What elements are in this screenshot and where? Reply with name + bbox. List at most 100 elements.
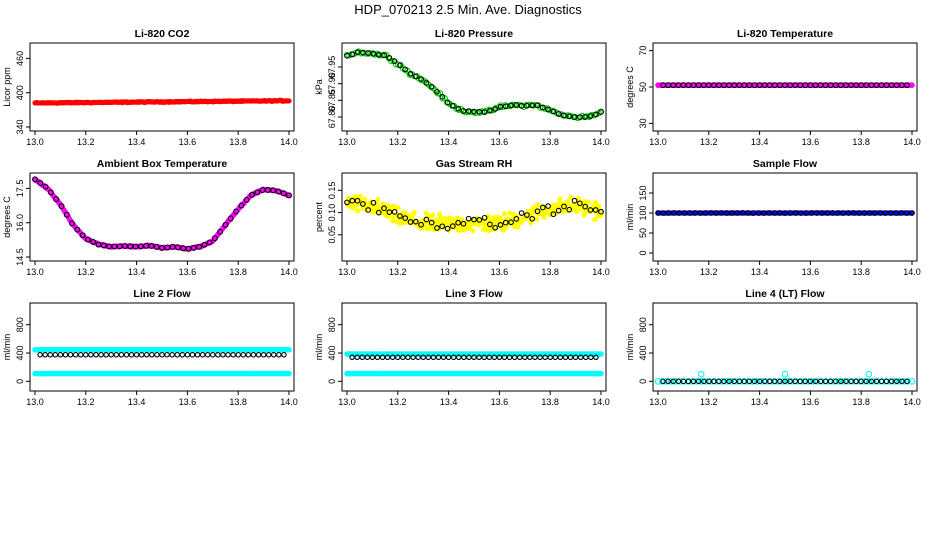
data-point — [370, 199, 377, 206]
data-point — [555, 111, 562, 117]
data-point — [235, 352, 241, 358]
plot-frame — [652, 172, 918, 262]
data-point — [72, 352, 79, 358]
data-point — [381, 205, 387, 212]
data-point — [389, 354, 396, 361]
chart-panel-6: Sample Flow 13.0 13.2 13.4 13.6 13.8 14.0 0 50 10… — [625, 158, 921, 277]
y-axis-label: ml/min — [314, 334, 324, 361]
data-point — [807, 378, 814, 385]
data-point — [360, 49, 366, 56]
data-point — [418, 76, 424, 82]
data-point — [562, 354, 569, 361]
data-point — [726, 378, 732, 385]
x-tick-label: 13.6 — [802, 137, 820, 147]
data-point — [83, 352, 89, 358]
data-point — [711, 378, 717, 385]
data-point — [375, 209, 382, 216]
plot-frame — [341, 172, 607, 262]
data-point — [344, 199, 350, 206]
y-tick-label: 460 — [15, 51, 25, 66]
data-point — [660, 210, 667, 216]
data-point — [375, 51, 382, 58]
data-point — [391, 58, 398, 65]
data-point — [63, 211, 70, 218]
data-point — [779, 377, 787, 385]
y-axis-label: degrees C — [625, 66, 635, 108]
x-tick-label: 13.8 — [541, 397, 559, 407]
x-tick-label: 13.8 — [229, 267, 247, 277]
data-point — [866, 210, 873, 216]
data-point — [903, 82, 910, 89]
series-high-rate-lower — [32, 370, 292, 377]
x-tick-label: 13.0 — [649, 397, 667, 407]
data-point — [706, 378, 712, 385]
data-point — [362, 196, 368, 202]
data-point — [681, 210, 688, 216]
x-tick-label: 13.0 — [338, 397, 356, 407]
data-point — [772, 378, 778, 385]
data-point — [225, 352, 231, 358]
data-point — [118, 352, 125, 358]
series-spikes — [697, 370, 873, 378]
data-point — [675, 378, 682, 385]
data-point — [423, 80, 430, 86]
x-tick-label: 13.8 — [229, 397, 247, 407]
y-axis-label: percent — [314, 201, 324, 232]
data-point — [430, 212, 436, 218]
data-point — [153, 243, 160, 250]
data-point — [412, 73, 419, 80]
data-point — [853, 378, 859, 385]
data-point — [587, 207, 594, 213]
data-point — [260, 352, 267, 358]
chart-title: Li-820 Pressure — [435, 28, 513, 40]
data-point — [527, 354, 533, 361]
data-point — [552, 354, 559, 361]
data-point — [211, 235, 218, 242]
data-point — [481, 214, 488, 221]
data-point — [42, 183, 49, 190]
data-point — [466, 354, 472, 361]
data-point — [787, 378, 793, 385]
data-point — [736, 378, 743, 385]
data-point — [797, 378, 803, 385]
data-point — [437, 211, 443, 218]
data-point — [598, 109, 604, 115]
data-point — [909, 210, 915, 216]
y-axis-label: degrees C — [2, 196, 12, 238]
data-point — [903, 210, 910, 216]
series-2.5-min-ave — [37, 352, 287, 358]
plot-frame — [652, 302, 918, 392]
chart-title: Ambient Box Temperature — [97, 158, 228, 170]
data-point — [190, 244, 197, 251]
data-point — [541, 214, 547, 220]
data-point — [47, 189, 54, 196]
y-tick-label: 14.5 — [15, 248, 25, 266]
data-point — [397, 213, 403, 219]
data-point — [196, 243, 202, 250]
data-point — [838, 378, 844, 385]
data-point — [184, 352, 191, 358]
data-point — [587, 113, 594, 119]
data-point — [74, 226, 81, 233]
y-tick-label: 800 — [638, 317, 648, 332]
x-tick-label: 13.0 — [338, 137, 356, 147]
data-point — [476, 108, 483, 115]
data-point — [255, 352, 262, 358]
data-point — [873, 378, 880, 385]
x-tick-label: 14.0 — [903, 267, 921, 277]
y-tick-label: 0 — [15, 379, 25, 384]
data-point — [123, 352, 130, 358]
series-2.5-min-ave — [660, 82, 910, 89]
data-point — [210, 352, 216, 358]
data-point — [37, 352, 43, 358]
x-tick-label: 14.0 — [592, 267, 610, 277]
data-point — [760, 210, 767, 216]
data-point — [454, 215, 461, 221]
data-point — [58, 203, 65, 210]
x-tick-label: 13.8 — [541, 137, 559, 147]
data-point — [502, 219, 509, 226]
data-point — [576, 114, 583, 120]
data-point — [766, 210, 772, 216]
series-2.5-min-ave — [344, 197, 604, 232]
data-point — [103, 352, 109, 358]
